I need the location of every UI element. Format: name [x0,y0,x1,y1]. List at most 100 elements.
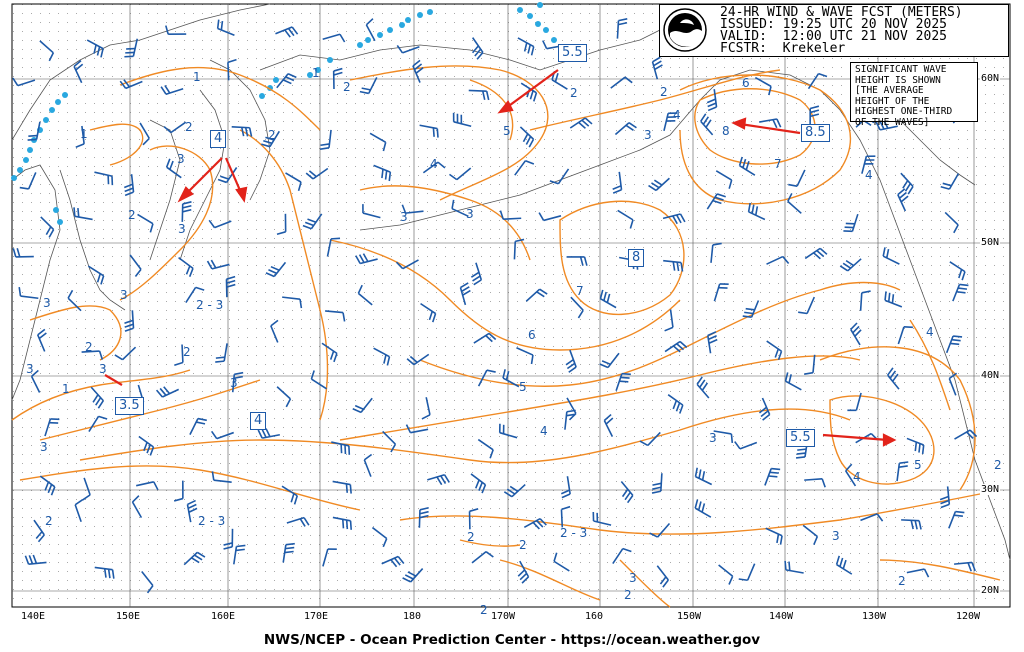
wind-barb [906,568,930,578]
lon-label: 180 [402,611,423,622]
wind-barb [231,126,253,137]
contour-label: 1 [62,382,70,396]
wind-barb [138,435,155,456]
wind-barb [186,499,198,523]
wind-barb [696,376,710,399]
contour-label: 5 [503,124,511,138]
wind-barb [185,286,205,303]
wind-barb [656,565,669,588]
wind-barb [734,441,758,450]
wind-barb [566,256,588,266]
boxed-wave-label: 8 [628,249,645,267]
wind-barb [276,73,297,89]
contour-label: 3 [832,529,840,543]
wind-barb [215,343,228,363]
wind-barb [24,554,47,565]
wind-barb [155,386,180,398]
wind-barb [75,125,85,148]
wind-barb [599,352,620,369]
contour-label: 5 [519,380,527,394]
lat-label: 30N [980,484,1001,495]
wind-barb [667,394,684,414]
contour-label: 1 [193,70,201,84]
lat-label: 40N [980,370,1001,381]
wind-barb [373,164,392,182]
wind-barb [217,167,238,184]
contour-label: 2 - 3 [560,526,588,540]
lon-label: 140W [768,611,795,622]
wind-barb [178,256,194,278]
wind-barb [468,508,479,530]
contour-label: 2 [480,603,488,617]
wind-barb [227,58,237,81]
wind-barb [471,551,494,564]
wind-barb [553,552,570,572]
contour-label: 1 [80,127,88,141]
wind-barb [321,342,338,363]
lon-label: 170W [490,611,517,622]
wind-barb [208,219,232,229]
wind-barb [694,467,713,486]
contour-label: 2 [994,458,1002,472]
wind-barb [257,428,280,439]
contour-label: 2 [467,530,475,544]
wind-barb [183,551,206,566]
lon-label: 160 [584,611,605,622]
wind-barb [319,129,332,150]
wind-barb [332,67,343,90]
wind-barb [165,25,187,36]
wind-barb [281,485,299,505]
wind-barb [33,519,45,543]
wind-barb [887,367,900,390]
wind-barb [275,26,299,38]
boxed-wave-label: 5.5 [558,44,587,62]
wind-barb [612,171,623,194]
map-frame [11,3,1011,608]
wind-barb [420,302,437,323]
contour-label: 2 [183,345,191,359]
wind-barb [839,258,862,272]
wind-barb [603,413,614,437]
wind-barb [88,415,108,432]
wind-barb [422,161,446,174]
wind-barb [276,213,287,236]
wind-barb [468,89,490,101]
contour-label: 2 [519,538,527,552]
wind-barb [747,202,766,221]
wind-barb [759,118,782,129]
contour-label: 3 [99,362,107,376]
wind-barb [19,172,37,190]
note-line: [THE AVERAGE [855,85,924,96]
contour-label: 6 [742,76,750,90]
lon-label: 170E [303,611,330,622]
wind-barb [352,397,373,414]
wind-barb [225,275,236,298]
header-issued: ISSUED: 19:25 UTC 20 NOV 2025 [720,17,947,32]
contour-label: 2 [185,120,193,134]
wind-barb [123,174,135,197]
contour-label: 8 [722,124,730,138]
wind-barb [86,39,104,58]
wind-barb [421,397,431,420]
wind-barb [663,112,678,132]
forecast-header: 24-HR WIND & WAVE FCST (METERS) ISSUED: 1… [659,4,1009,57]
boxed-wave-label: 3.5 [115,397,144,415]
contour-label: 3 [178,222,186,236]
wind-barb [223,528,234,550]
wind-barb [359,76,378,95]
wind-barb [560,476,571,499]
wind-barb [427,473,450,486]
wind-barb [765,527,783,545]
wind-barb [612,547,632,564]
wind-barb [809,105,820,127]
wind-barb [807,72,828,90]
lon-label: 150E [115,611,142,622]
contour-label: 4 [926,325,934,339]
wind-barb [90,386,104,409]
red-arrows [104,69,897,447]
wind-barb [325,310,346,322]
footer-credit: NWS/NCEP - Ocean Prediction Center - htt… [263,632,761,648]
wind-barb [835,555,853,575]
boxed-wave-label: 4 [210,130,227,148]
wind-barb [94,566,115,579]
